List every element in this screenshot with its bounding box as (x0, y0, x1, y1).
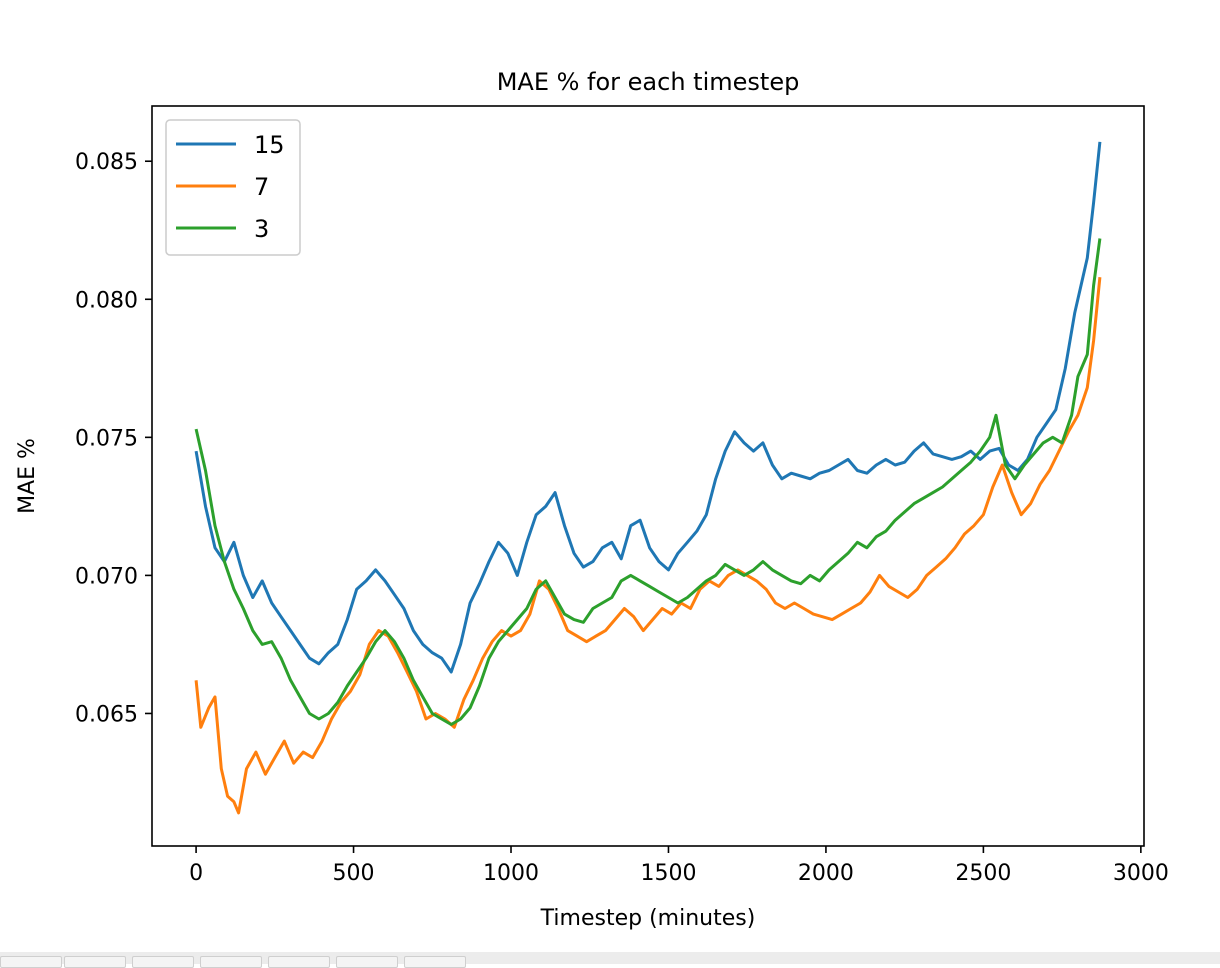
y-tick-label: 0.075 (75, 426, 138, 451)
legend-label-3: 3 (254, 215, 269, 243)
toolbar-button[interactable] (200, 956, 262, 968)
toolbar-button[interactable] (132, 956, 194, 968)
toolbar-button[interactable] (336, 956, 398, 968)
toolbar-button[interactable] (404, 956, 466, 968)
series-lines (194, 141, 1102, 815)
series-line-7 (194, 277, 1102, 815)
toolbar-button[interactable] (64, 956, 126, 968)
y-axis-label: MAE % (15, 438, 40, 514)
legend: 15 7 3 (165, 119, 301, 256)
y-axis: 0.065 0.070 0.075 0.080 0.085 (75, 150, 152, 727)
x-tick-label: 2000 (798, 861, 854, 886)
chart-title: MAE % for each timestep (497, 68, 800, 96)
x-tick-label: 500 (333, 861, 375, 886)
toolbar-button[interactable] (0, 956, 62, 968)
toolbar (0, 952, 1220, 968)
x-axis-label: Timestep (minutes) (540, 906, 756, 931)
x-tick-label: 1000 (483, 861, 539, 886)
series-line-3 (194, 238, 1102, 726)
legend-label-7: 7 (254, 173, 269, 201)
y-tick-label: 0.080 (75, 288, 138, 313)
toolbar-button[interactable] (268, 956, 330, 968)
y-tick-label: 0.065 (75, 702, 138, 727)
x-tick-label: 0 (189, 861, 203, 886)
x-tick-label: 3000 (1113, 861, 1169, 886)
x-tick-label: 2500 (955, 861, 1011, 886)
plot-area (151, 105, 1145, 847)
legend-label-15: 15 (254, 131, 285, 159)
y-tick-label: 0.085 (75, 150, 138, 175)
x-tick-label: 1500 (640, 861, 696, 886)
y-tick-label: 0.070 (75, 564, 138, 589)
series-line-15 (194, 141, 1102, 674)
x-axis: 0 500 1000 1500 2000 2500 3000 (189, 846, 1169, 886)
